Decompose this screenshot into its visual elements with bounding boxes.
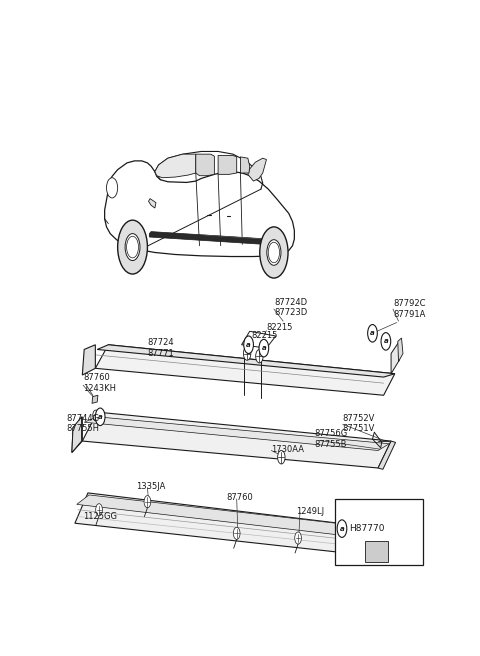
Polygon shape <box>72 417 82 453</box>
Polygon shape <box>97 345 395 377</box>
Polygon shape <box>248 158 266 181</box>
Text: 1125GG: 1125GG <box>83 512 117 521</box>
Text: a: a <box>262 345 266 351</box>
Polygon shape <box>196 154 215 176</box>
Circle shape <box>125 234 140 260</box>
Polygon shape <box>155 154 196 178</box>
Polygon shape <box>84 417 389 451</box>
Text: a: a <box>340 525 344 531</box>
Polygon shape <box>382 530 397 558</box>
Circle shape <box>96 504 102 516</box>
Polygon shape <box>83 345 96 375</box>
Polygon shape <box>240 157 250 173</box>
Circle shape <box>260 227 288 278</box>
Polygon shape <box>72 417 83 453</box>
Text: 82215: 82215 <box>252 331 278 340</box>
Polygon shape <box>241 331 276 348</box>
Polygon shape <box>75 493 395 557</box>
Text: H87770: H87770 <box>348 524 384 533</box>
Circle shape <box>118 220 147 274</box>
Polygon shape <box>398 338 403 361</box>
Text: a: a <box>98 414 103 420</box>
Circle shape <box>127 236 139 258</box>
Circle shape <box>381 333 391 350</box>
Polygon shape <box>218 155 237 174</box>
Polygon shape <box>148 199 156 208</box>
Circle shape <box>107 178 118 198</box>
Text: 1249LJ: 1249LJ <box>297 506 324 516</box>
Circle shape <box>337 520 347 537</box>
Circle shape <box>233 527 240 539</box>
Circle shape <box>368 325 377 342</box>
Circle shape <box>144 496 151 508</box>
Polygon shape <box>378 441 396 469</box>
Circle shape <box>256 350 263 363</box>
Text: 87760
1243KH: 87760 1243KH <box>83 373 116 393</box>
Circle shape <box>93 410 99 421</box>
Text: 87752V
87751V: 87752V 87751V <box>343 414 375 433</box>
Polygon shape <box>92 396 98 403</box>
Circle shape <box>295 532 301 544</box>
Polygon shape <box>365 541 388 562</box>
Circle shape <box>268 242 279 262</box>
Polygon shape <box>96 345 395 396</box>
Circle shape <box>267 239 281 265</box>
Text: 87760: 87760 <box>227 493 253 502</box>
Polygon shape <box>105 161 294 256</box>
Text: a: a <box>246 342 251 348</box>
Text: 87724D
87723D: 87724D 87723D <box>274 298 307 318</box>
Circle shape <box>277 451 285 464</box>
FancyBboxPatch shape <box>335 499 423 565</box>
Circle shape <box>259 339 269 357</box>
Polygon shape <box>391 341 399 374</box>
Text: 87756G
87755B: 87756G 87755B <box>315 429 348 449</box>
Text: 1335JA: 1335JA <box>136 482 166 491</box>
Text: 87724
87771: 87724 87771 <box>147 338 174 358</box>
Text: 82215: 82215 <box>266 323 293 333</box>
Polygon shape <box>149 232 268 245</box>
Text: 87744G
87755H: 87744G 87755H <box>67 414 100 433</box>
Circle shape <box>243 347 251 360</box>
Polygon shape <box>83 412 391 468</box>
Text: 1730AA: 1730AA <box>271 445 304 454</box>
Circle shape <box>96 408 105 426</box>
Polygon shape <box>77 495 395 540</box>
Text: 87792C
87791A: 87792C 87791A <box>393 299 425 319</box>
Text: a: a <box>370 331 375 337</box>
Text: a: a <box>384 338 388 344</box>
Circle shape <box>244 336 253 354</box>
